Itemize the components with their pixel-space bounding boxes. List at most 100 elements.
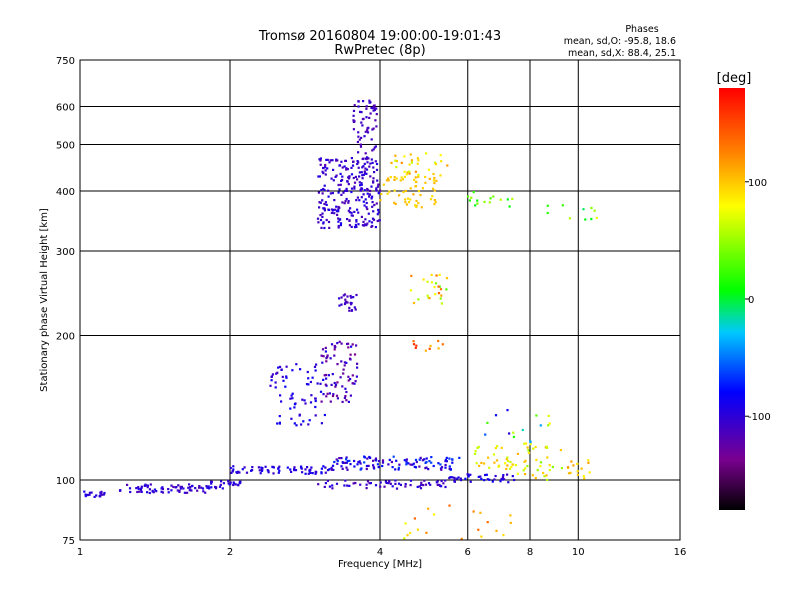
data-point bbox=[335, 210, 338, 213]
data-point bbox=[271, 373, 274, 376]
data-point bbox=[319, 201, 322, 204]
data-point bbox=[321, 361, 324, 364]
data-point bbox=[345, 456, 348, 459]
data-point bbox=[349, 353, 352, 356]
data-point bbox=[391, 466, 394, 469]
data-point bbox=[480, 461, 483, 464]
chart-title: Tromsø 20160804 19:00:00-19:01:43 bbox=[258, 29, 501, 44]
data-point bbox=[488, 201, 491, 204]
data-point bbox=[371, 161, 374, 164]
data-point bbox=[357, 166, 360, 169]
data-point bbox=[353, 382, 356, 385]
data-point bbox=[371, 195, 374, 198]
data-point bbox=[476, 446, 479, 450]
data-point bbox=[346, 468, 349, 471]
data-point bbox=[417, 202, 420, 205]
data-point bbox=[343, 165, 346, 168]
data-point bbox=[355, 344, 358, 347]
data-point bbox=[135, 487, 138, 490]
data-point bbox=[357, 223, 360, 226]
data-point bbox=[202, 490, 205, 493]
data-point bbox=[512, 435, 515, 438]
data-point bbox=[170, 489, 173, 492]
data-point bbox=[241, 468, 244, 471]
data-point bbox=[330, 383, 333, 386]
data-point bbox=[406, 197, 410, 200]
data-point bbox=[369, 101, 372, 104]
data-point bbox=[387, 177, 390, 180]
data-point bbox=[405, 203, 408, 206]
x-tick-label: 1 bbox=[77, 547, 83, 558]
data-point bbox=[320, 471, 323, 474]
data-point bbox=[366, 207, 369, 211]
data-point bbox=[414, 185, 418, 188]
data-point bbox=[378, 460, 381, 463]
data-point bbox=[483, 479, 486, 482]
data-point bbox=[274, 386, 277, 389]
data-point bbox=[412, 343, 416, 346]
data-point bbox=[349, 207, 352, 210]
data-point bbox=[460, 537, 463, 540]
data-point bbox=[232, 483, 235, 487]
data-point bbox=[345, 458, 348, 461]
data-point bbox=[178, 490, 181, 493]
data-point bbox=[523, 460, 526, 463]
data-point bbox=[374, 457, 378, 460]
data-point bbox=[328, 485, 331, 488]
data-point bbox=[393, 176, 396, 179]
data-point bbox=[245, 471, 249, 474]
data-point bbox=[239, 482, 242, 485]
data-point bbox=[322, 465, 325, 468]
data-point bbox=[480, 477, 483, 480]
data-point bbox=[429, 483, 432, 486]
data-point bbox=[389, 482, 392, 485]
data-point bbox=[325, 158, 328, 161]
data-point bbox=[187, 486, 190, 489]
data-point bbox=[272, 472, 275, 475]
y-tick-label: 500 bbox=[56, 141, 75, 152]
data-point bbox=[140, 490, 143, 493]
data-point bbox=[277, 467, 280, 470]
data-point bbox=[339, 224, 342, 227]
data-point bbox=[366, 457, 369, 460]
data-point bbox=[397, 468, 400, 471]
data-point bbox=[342, 368, 345, 371]
data-point bbox=[372, 148, 375, 151]
data-point bbox=[301, 398, 304, 401]
data-point bbox=[415, 205, 418, 209]
data-point bbox=[367, 464, 370, 467]
data-point bbox=[459, 477, 462, 480]
data-point bbox=[368, 165, 371, 168]
chart-subtitle: RwPretec (8p) bbox=[334, 43, 425, 58]
data-point bbox=[406, 534, 409, 537]
data-point bbox=[421, 459, 424, 462]
data-point bbox=[374, 226, 377, 229]
data-point bbox=[238, 480, 242, 483]
data-point bbox=[323, 184, 326, 187]
data-point bbox=[332, 468, 335, 471]
data-point bbox=[357, 131, 360, 134]
data-point bbox=[228, 483, 231, 486]
data-point bbox=[363, 455, 366, 458]
data-point bbox=[341, 400, 344, 403]
data-point bbox=[360, 187, 364, 190]
data-point bbox=[366, 222, 369, 225]
data-point bbox=[567, 472, 571, 475]
data-point bbox=[409, 198, 412, 201]
data-point bbox=[499, 198, 502, 201]
data-point bbox=[321, 348, 325, 351]
data-point bbox=[375, 125, 378, 128]
data-point bbox=[190, 489, 193, 492]
data-point bbox=[357, 161, 360, 164]
data-point bbox=[318, 206, 321, 209]
data-point bbox=[516, 452, 520, 455]
data-point bbox=[417, 190, 420, 193]
data-point bbox=[418, 465, 421, 468]
data-point bbox=[542, 471, 545, 475]
data-point bbox=[324, 350, 327, 353]
data-point bbox=[332, 393, 335, 396]
data-point bbox=[279, 394, 282, 397]
data-point bbox=[186, 491, 189, 494]
data-point bbox=[366, 127, 369, 130]
data-point bbox=[381, 459, 385, 462]
